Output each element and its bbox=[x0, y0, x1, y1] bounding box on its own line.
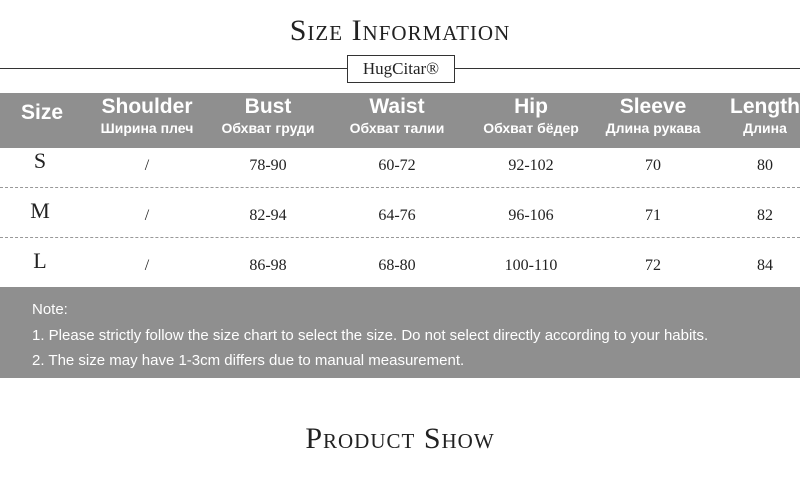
column-header-ru: Обхват талии bbox=[349, 120, 445, 136]
cell: 68-80 bbox=[378, 257, 416, 274]
size-label: L bbox=[33, 248, 47, 273]
column-header-ru: Обхват груди bbox=[221, 120, 315, 136]
column-header: Hip bbox=[514, 95, 548, 118]
column-header: Length bbox=[730, 95, 800, 118]
column-header-ru: Ширина плеч bbox=[100, 120, 194, 136]
cell: 96-106 bbox=[508, 207, 554, 224]
cell: 82-94 bbox=[249, 207, 287, 224]
cell: 64-76 bbox=[378, 207, 416, 224]
cell: 86-98 bbox=[249, 257, 287, 274]
brand: HugCitar® bbox=[347, 55, 455, 83]
column-header-ru: Длина рукава bbox=[605, 120, 701, 136]
size-label: M bbox=[30, 198, 50, 223]
cell: 92-102 bbox=[508, 157, 554, 174]
header-band bbox=[0, 93, 800, 148]
cell: 60-72 bbox=[378, 157, 416, 174]
cell: 82 bbox=[757, 207, 773, 224]
note-band bbox=[0, 287, 800, 378]
section-title: Product Show bbox=[305, 422, 495, 455]
cell: / bbox=[144, 207, 150, 224]
note-item: 2. The size may have 1-3cm differs due t… bbox=[32, 352, 465, 369]
column-header-ru: Длина bbox=[743, 120, 787, 136]
note-item: 1. Please strictly follow the size chart… bbox=[32, 327, 709, 344]
row-separator bbox=[0, 237, 800, 238]
cell: 71 bbox=[645, 207, 661, 224]
column-header: Sleeve bbox=[619, 95, 687, 118]
row-separator bbox=[0, 187, 800, 188]
column-header: Bust bbox=[244, 95, 292, 118]
column-header-ru: Обхват бёдер bbox=[483, 120, 579, 136]
note-heading: Note: bbox=[32, 301, 68, 318]
cell: 72 bbox=[645, 257, 661, 274]
column-header: Waist bbox=[369, 95, 425, 118]
cell: 100-110 bbox=[504, 257, 558, 274]
cell: 84 bbox=[757, 257, 773, 274]
column-header: Shoulder bbox=[101, 95, 193, 118]
size-label: S bbox=[33, 148, 47, 173]
cell: 80 bbox=[757, 157, 773, 174]
column-header: Size bbox=[20, 101, 64, 124]
cell: 70 bbox=[645, 157, 661, 174]
cell: / bbox=[144, 157, 150, 174]
title: Size Information bbox=[289, 14, 511, 47]
cell: / bbox=[144, 257, 150, 274]
cell: 78-90 bbox=[249, 157, 287, 174]
